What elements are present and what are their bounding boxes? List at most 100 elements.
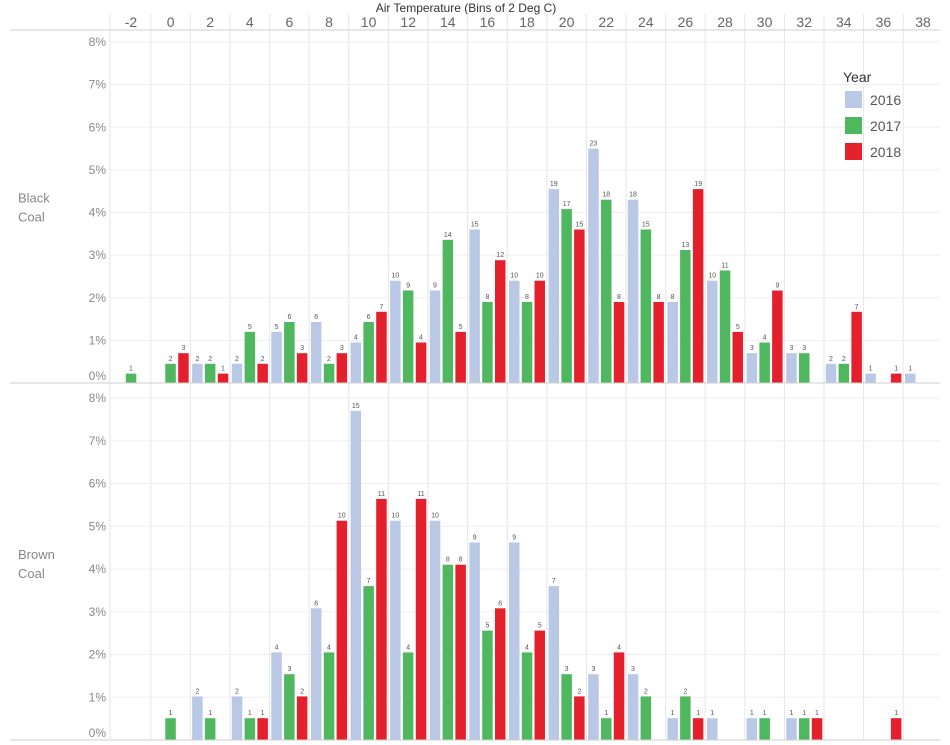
data-label: 1 (129, 366, 133, 373)
y-tick-label: 8% (89, 391, 107, 405)
data-label: 10 (510, 273, 518, 280)
data-label: 6 (314, 314, 318, 321)
data-label: 3 (591, 666, 595, 673)
y-tick-label: 4% (89, 562, 107, 576)
x-tick-label: 38 (915, 14, 931, 30)
data-label: 4 (525, 644, 529, 651)
data-label: 8 (459, 557, 463, 564)
legend-title: Year (843, 69, 872, 85)
bar-2017 (601, 199, 612, 383)
bar-2017 (244, 718, 256, 740)
data-label: 9 (433, 283, 437, 290)
bar-2016 (192, 363, 203, 383)
data-label: 3 (750, 345, 754, 352)
data-label: 11 (721, 263, 728, 270)
data-label: 17 (563, 201, 571, 208)
x-tick-label: 8 (325, 14, 333, 30)
y-tick-label: 5% (89, 163, 107, 177)
bar-2018 (455, 564, 466, 740)
data-label: 3 (181, 345, 185, 352)
data-label: 7 (552, 578, 556, 585)
bar-2017 (125, 373, 137, 383)
bar-2016 (310, 608, 322, 740)
bar-2016 (390, 520, 401, 740)
bar-2017 (402, 652, 414, 740)
x-tick-label: 12 (400, 14, 416, 30)
data-label: 1 (750, 710, 754, 717)
data-label: 15 (352, 403, 360, 410)
data-label: 3 (565, 666, 569, 673)
x-tick-label: 2 (206, 14, 214, 30)
bar-2016 (231, 696, 243, 740)
bar-2016 (627, 199, 639, 383)
data-label: 2 (683, 688, 687, 695)
bar-2016 (746, 353, 758, 383)
bar-2017 (601, 718, 612, 740)
x-tick-label: 14 (440, 14, 456, 30)
y-tick-label: 3% (89, 248, 107, 262)
data-label: 1 (169, 710, 173, 717)
bar-2016 (469, 229, 480, 383)
bar-2017 (402, 290, 414, 383)
bar-2017 (561, 674, 572, 740)
data-label: 10 (431, 513, 439, 520)
x-tick-label: 34 (836, 14, 852, 30)
x-tick-label: 0 (167, 14, 175, 30)
bar-2017 (284, 674, 295, 740)
y-tick-label: 4% (89, 206, 107, 220)
bar-2018 (534, 630, 545, 740)
data-label: 18 (602, 192, 610, 199)
bar-2017 (165, 718, 176, 740)
panel-row-label: Brown (18, 547, 55, 562)
y-tick-label: 8% (89, 35, 107, 49)
bar-2017 (204, 718, 216, 740)
bar-2017 (680, 696, 691, 740)
x-tick-label: 30 (757, 14, 773, 30)
bar-2017 (759, 718, 770, 740)
data-label: 8 (657, 294, 661, 301)
bar-2018 (772, 290, 783, 383)
panel-row-label: Coal (18, 566, 45, 581)
data-label: 1 (802, 710, 806, 717)
data-label: 14 (444, 232, 452, 239)
data-label: 8 (485, 294, 489, 301)
data-label: 11 (417, 491, 424, 498)
bar-2017 (363, 586, 374, 740)
bar-2017 (204, 363, 216, 383)
y-tick-label: 5% (89, 519, 107, 533)
bar-2016 (825, 363, 837, 383)
bar-2017 (680, 250, 691, 383)
y-tick-label: 7% (89, 434, 107, 448)
bar-2017 (719, 270, 731, 383)
bar-2018 (376, 498, 387, 740)
bar-2016 (469, 542, 480, 740)
bar-2017 (323, 652, 335, 740)
bar-2016 (350, 410, 362, 740)
bar-2018 (851, 311, 862, 383)
data-label: 2 (195, 356, 199, 363)
data-label: 4 (419, 335, 423, 342)
data-label: 15 (471, 222, 479, 229)
bar-2016 (509, 542, 520, 740)
bar-2018 (890, 373, 902, 383)
data-label: 10 (338, 513, 346, 520)
data-label: 8 (446, 557, 450, 564)
data-label: 5 (538, 623, 542, 630)
bar-2016 (429, 520, 441, 740)
chart-title: Air Temperature (Bins of 2 Deg C) (376, 1, 557, 15)
bar-2018 (336, 520, 348, 740)
legend-swatch-2017 (845, 117, 862, 134)
bar-2017 (838, 363, 850, 383)
data-label: 1 (261, 710, 265, 717)
y-tick-label: 0% (89, 726, 107, 740)
bar-2016 (390, 280, 401, 383)
data-label: 15 (642, 222, 650, 229)
x-tick-label: 4 (246, 14, 254, 30)
bar-2018 (415, 498, 427, 740)
data-label: 8 (525, 294, 529, 301)
data-label: 9 (473, 535, 477, 542)
x-tick-label: 32 (796, 14, 812, 30)
bar-2016 (350, 342, 362, 383)
